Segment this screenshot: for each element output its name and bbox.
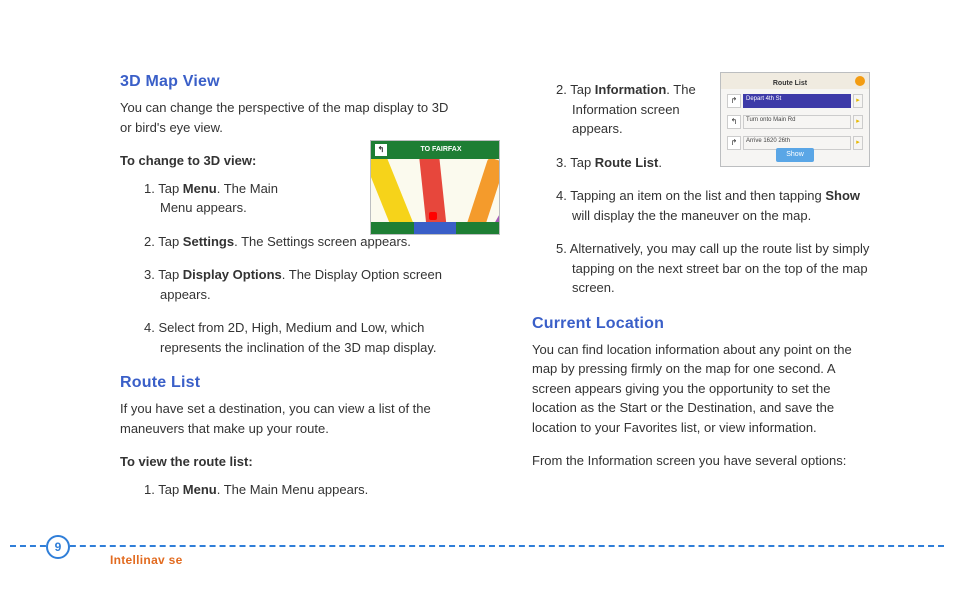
subhead-change-3d-label: To change to 3D view: xyxy=(120,153,256,168)
map-footer-cell xyxy=(414,222,457,235)
step-post: will display the the maneuver on the map… xyxy=(572,208,811,223)
intro-current-location: You can find location information about … xyxy=(532,340,874,438)
step-text: 4. Select from 2D, High, Medium and Low,… xyxy=(144,320,437,355)
step-item: 1. Tap Menu. The Main Menu appears. xyxy=(144,179,314,218)
subhead-view-route-label: To view the route list: xyxy=(120,454,253,469)
chevron-icon: ▸ xyxy=(853,115,863,129)
step-pre: 3. Tap xyxy=(556,155,595,170)
step-item: 1. Tap Menu. The Main Menu appears. xyxy=(144,480,462,500)
intro-route-list: If you have set a destination, you can v… xyxy=(120,399,462,438)
turn-icon: ↰ xyxy=(375,144,387,156)
route-item: ↰ Turn onto Main Rd ▸ xyxy=(727,113,863,131)
heading-route-list: Route List xyxy=(120,371,462,395)
step-bold: Show xyxy=(825,188,860,203)
step-pre: 1. Tap xyxy=(144,482,183,497)
turn-icon: ↱ xyxy=(727,94,741,108)
step-item: 3. Tap Display Options. The Display Opti… xyxy=(144,265,462,304)
step-item: 5. Alternatively, you may call up the ro… xyxy=(556,239,874,298)
intro-3d-map: You can change the perspective of the ma… xyxy=(120,98,462,137)
map-footer-cell xyxy=(456,222,499,235)
step-post: . The Settings screen appears. xyxy=(234,234,411,249)
step-text: 5. Alternatively, you may call up the ro… xyxy=(556,241,869,295)
step-bold: Settings xyxy=(183,234,234,249)
step-pre: 2. Tap xyxy=(144,234,183,249)
route-thumb-title: Route List xyxy=(773,80,807,87)
step-bold: Menu xyxy=(183,181,217,196)
map-top-label: TO FAIRFAX xyxy=(420,145,461,156)
route-item-label: Turn onto Main Rd xyxy=(743,115,851,129)
step-item: 4. Tapping an item on the list and then … xyxy=(556,186,874,225)
map-body xyxy=(371,159,499,235)
turn-icon: ↰ xyxy=(727,115,741,129)
step-pre: 3. Tap xyxy=(144,267,183,282)
page-number: 9 xyxy=(46,535,70,559)
page-divider xyxy=(10,545,944,547)
step-item: 4. Select from 2D, High, Medium and Low,… xyxy=(144,318,462,357)
step-pre: 1. Tap xyxy=(144,181,183,196)
step-pre: 2. Tap xyxy=(556,82,595,97)
show-button: Show xyxy=(776,148,814,163)
subhead-view-route: To view the route list: xyxy=(120,452,462,472)
info-screen-options: From the Information screen you have sev… xyxy=(532,451,874,471)
heading-current-location: Current Location xyxy=(532,312,874,336)
steps-view-route: 1. Tap Menu. The Main Menu appears. xyxy=(138,480,462,500)
step-bold: Information xyxy=(595,82,667,97)
step-item: 2. Tap Information. The Information scre… xyxy=(556,80,726,139)
home-icon xyxy=(855,76,865,86)
step-bold: Display Options xyxy=(183,267,282,282)
route-item-label: Depart 4th St xyxy=(743,94,851,108)
chevron-icon: ▸ xyxy=(853,94,863,108)
step-pre: 4. Tapping an item on the list and then … xyxy=(556,188,825,203)
step-bold: Menu xyxy=(183,482,217,497)
map-footer-cell xyxy=(371,222,414,235)
route-item: ↱ Depart 4th St ▸ xyxy=(727,92,863,110)
map-3d-thumbnail: ↰ TO FAIRFAX xyxy=(370,140,500,235)
step-post: . The Main Menu appears. xyxy=(217,482,369,497)
heading-3d-map-view: 3D Map View xyxy=(120,70,462,94)
car-icon xyxy=(429,212,437,220)
step-bold: Route List xyxy=(595,155,659,170)
step-post: . xyxy=(658,155,662,170)
brand-label: Intellinav se xyxy=(110,551,183,569)
route-list-thumbnail: Route List ↱ Depart 4th St ▸ ↰ Turn onto… xyxy=(720,72,870,167)
